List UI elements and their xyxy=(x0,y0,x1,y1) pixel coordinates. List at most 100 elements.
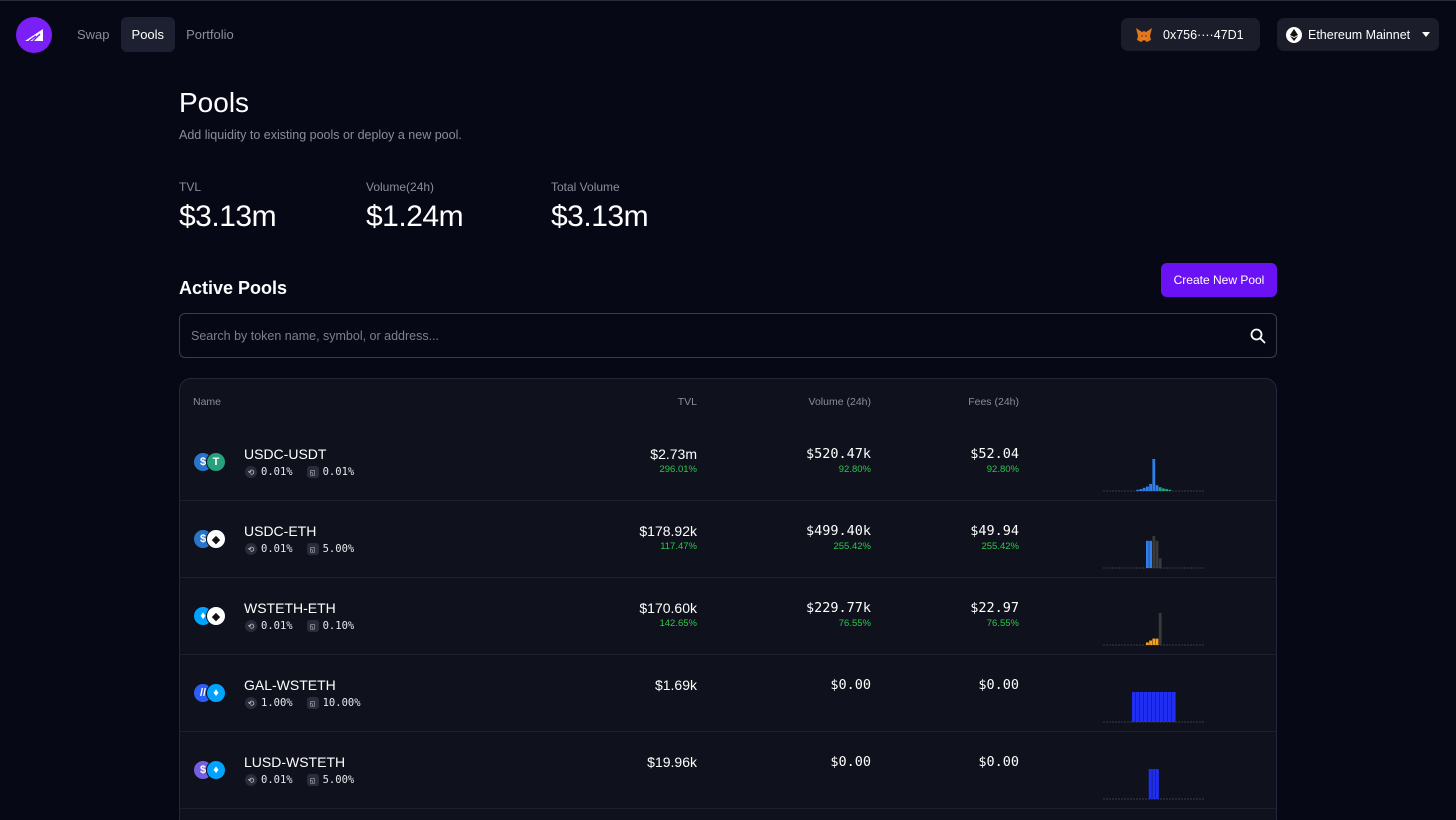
distribution-bar xyxy=(1152,536,1156,568)
token-icon: ◆ xyxy=(206,606,226,626)
volume-value: $229.77k xyxy=(805,600,871,616)
range-icon: ◱ xyxy=(306,543,319,555)
token-icon: T xyxy=(206,452,226,472)
chevron-down-icon xyxy=(1422,32,1431,37)
pool-name[interactable]: GAL-WSTETH xyxy=(244,677,336,693)
pool-name[interactable]: USDC-USDT xyxy=(244,446,327,462)
liquidity-distribution-chart xyxy=(1103,536,1205,569)
fees-change: 76.55% xyxy=(986,618,1019,629)
distribution-bar xyxy=(1152,692,1156,722)
pool-search xyxy=(179,313,1277,358)
nav-portfolio[interactable]: Portfolio xyxy=(186,27,234,42)
pool-name[interactable]: WSTETH-ETH xyxy=(244,600,336,616)
pool-range: 10.00% xyxy=(322,697,361,709)
table-row[interactable]: $ T USDC-USDT ⟲ 0.01% ◱ 0.01% $2.73m 296.01% $520… xyxy=(180,424,1276,501)
token-icon: ◆ xyxy=(206,529,226,549)
fee-icon: ⟲ xyxy=(245,543,257,555)
table-row[interactable]: $ ◆ USDC-ETH ⟲ 0.01% ◱ 5.00% $178.92k 117.47% $49… xyxy=(180,501,1276,578)
pool-range: 0.01% xyxy=(322,466,355,478)
range-icon: ◱ xyxy=(306,697,319,709)
tvl-cell: $178.92k 117.47% xyxy=(639,523,697,552)
fee-icon: ⟲ xyxy=(245,620,257,632)
col-tvl[interactable]: TVL xyxy=(677,396,697,408)
app-logo[interactable] xyxy=(16,17,52,53)
fees-value: $52.04 xyxy=(970,446,1019,462)
active-pools-title: Active Pools xyxy=(179,278,288,298)
fees-value: $22.97 xyxy=(970,600,1019,616)
fees-value: $0.00 xyxy=(978,677,1019,693)
stat-label: Total Volume xyxy=(551,180,620,194)
col-name[interactable]: Name xyxy=(193,396,222,408)
nav-pools[interactable]: Pools xyxy=(120,17,176,52)
search-input[interactable] xyxy=(191,328,1250,343)
liquidity-distribution-chart xyxy=(1103,613,1205,646)
tvl-value: $1.69k xyxy=(654,677,697,693)
tvl-change: 296.01% xyxy=(659,464,697,475)
distribution-bar xyxy=(1136,489,1140,491)
token-pair-icons: $ T xyxy=(193,452,229,474)
distribution-bar xyxy=(1155,638,1159,645)
pool-fee: 0.01% xyxy=(261,620,293,632)
nav-swap[interactable]: Swap xyxy=(77,27,110,42)
table-row[interactable]: //♦ GAL-WSTETH ⟲ 1.00% ◱ 10.00% $1.69k $0.00 $0.… xyxy=(180,655,1276,732)
distribution-bar xyxy=(1132,692,1136,722)
distribution-bar xyxy=(1148,769,1152,799)
distribution-bar xyxy=(1155,769,1159,799)
pool-fee: 0.01% xyxy=(261,543,293,555)
range-icon: ◱ xyxy=(306,466,319,478)
pool-name[interactable]: USDC-ETH xyxy=(244,523,317,539)
distribution-bar xyxy=(1148,692,1152,722)
fee-icon: ⟲ xyxy=(245,774,257,786)
distribution-bar xyxy=(1146,642,1149,645)
token-pair-icons: //♦ xyxy=(193,683,229,705)
create-new-pool-button[interactable]: Create New Pool xyxy=(1161,263,1277,297)
fees-cell: $0.00 xyxy=(978,754,1019,772)
pool-params: ⟲ 0.01% ◱ 0.01% xyxy=(245,466,354,478)
fees-cell: $22.97 76.55% xyxy=(970,600,1019,629)
distribution-bar xyxy=(1162,488,1165,491)
network-label: Ethereum Mainnet xyxy=(1308,27,1411,42)
fees-cell: $49.94 255.42% xyxy=(970,523,1019,552)
search-icon[interactable] xyxy=(1250,328,1266,344)
pool-range: 5.00% xyxy=(322,774,355,786)
liquidity-distribution-chart xyxy=(1103,692,1205,723)
pool-params: ⟲ 1.00% ◱ 10.00% xyxy=(245,697,361,709)
stat-value: $3.13m xyxy=(179,200,277,233)
col-volume[interactable]: Volume (24h) xyxy=(808,396,871,408)
tvl-value: $178.92k xyxy=(639,523,697,539)
main-nav: Swap Pools Portfolio xyxy=(66,17,245,52)
network-selector[interactable]: Ethereum Mainnet xyxy=(1277,18,1439,51)
pool-name[interactable]: LUSD-WSTETH xyxy=(244,754,346,770)
volume-change: 92.80% xyxy=(838,464,871,475)
pools-table: Name TVL Volume (24h) Fees (24h) $ T USDC-… xyxy=(179,378,1277,820)
distribution-bar xyxy=(1152,769,1156,799)
stat-tvl: TVL $3.13m xyxy=(179,180,277,234)
distribution-bar xyxy=(1172,692,1176,722)
distribution-bar xyxy=(1139,489,1143,491)
distribution-bar xyxy=(1155,540,1159,568)
wallet-button[interactable]: 0x756····47D1 xyxy=(1121,18,1260,51)
col-fees[interactable]: Fees (24h) xyxy=(968,396,1019,408)
stat-total-volume: Total Volume $3.13m xyxy=(551,180,649,234)
distribution-bar xyxy=(1136,692,1140,722)
table-row[interactable]: ♦ ◆ WSTETH-ETH ⟲ 0.01% ◱ 0.10% $170.60k 142.65% $… xyxy=(180,578,1276,655)
volume-value: $520.47k xyxy=(805,446,871,462)
stat-label: TVL xyxy=(179,180,202,194)
distribution-bar xyxy=(1142,487,1146,491)
pool-range: 5.00% xyxy=(322,543,355,555)
distribution-bar xyxy=(1168,692,1172,722)
distribution-bar xyxy=(1158,613,1162,645)
ethereum-icon xyxy=(1286,26,1302,43)
pool-params: ⟲ 0.01% ◱ 5.00% xyxy=(245,543,354,555)
distribution-bar xyxy=(1158,487,1162,491)
page-title: Pools xyxy=(179,87,250,118)
pool-range: 0.10% xyxy=(322,620,355,632)
volume-value: $499.40k xyxy=(805,523,871,539)
distribution-bar xyxy=(1160,692,1164,722)
top-nav-bar: Swap Pools Portfolio 0x756····47D1 Ether… xyxy=(0,1,1456,69)
tvl-cell: $1.69k xyxy=(655,677,697,695)
table-row[interactable]: $ ♦ LUSD-WSTETH ⟲ 0.01% ◱ 5.00% $19.96k $0.00 $0.… xyxy=(180,732,1276,809)
tvl-value: $170.60k xyxy=(639,600,697,616)
fees-cell: $52.04 92.80% xyxy=(970,446,1019,475)
distribution-bar xyxy=(1168,489,1172,491)
